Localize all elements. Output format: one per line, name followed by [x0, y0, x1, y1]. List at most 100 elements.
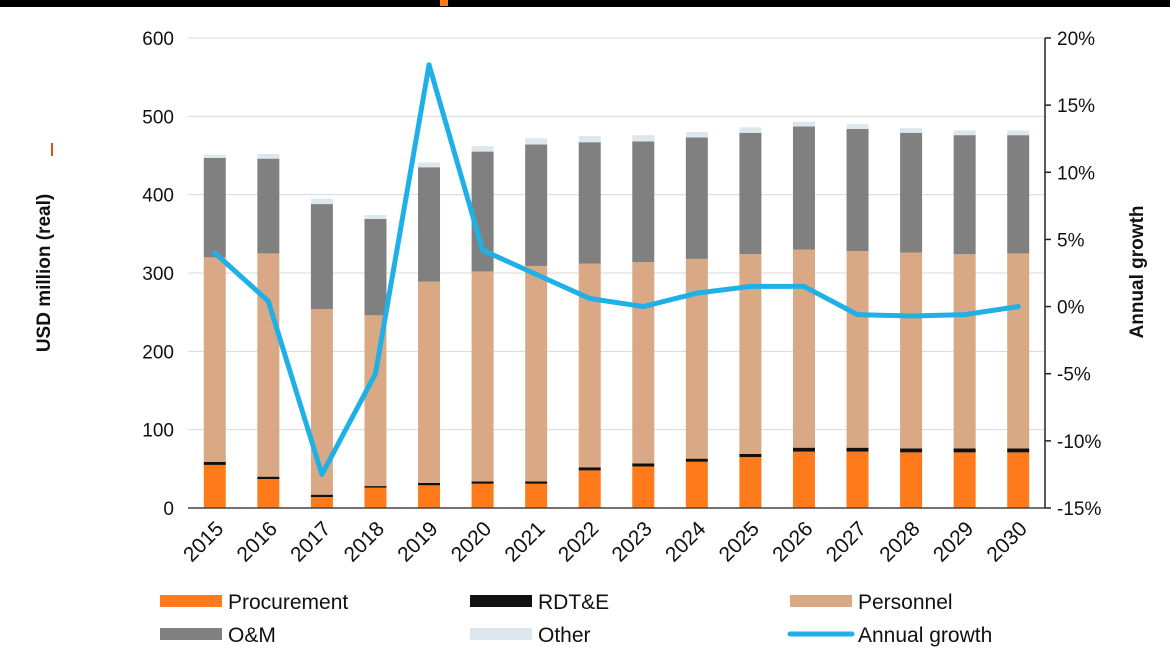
bar-other-2025 — [739, 127, 762, 133]
bar-o-m-2027 — [846, 128, 869, 252]
bar-o-m-2015 — [203, 157, 226, 258]
bar-other-2018 — [364, 215, 387, 219]
growth-point-2028 — [908, 313, 914, 319]
x-tick-label-2020: 2020 — [447, 517, 496, 566]
x-tick-label-2025: 2025 — [715, 517, 764, 566]
right-axis-title: Annual growth — [1127, 206, 1148, 339]
growth-point-2018 — [372, 371, 378, 377]
growth-point-2021 — [533, 271, 539, 277]
bar-rdt-e-2025 — [739, 453, 762, 458]
bar-other-2028 — [900, 128, 923, 133]
y-tick-label-600: 600 — [142, 29, 174, 50]
bar-procurement-2022 — [578, 470, 601, 508]
growth-point-2024 — [694, 290, 700, 296]
bar-personnel-2016 — [257, 253, 280, 477]
top-banner-accent — [440, 0, 448, 6]
bar-rdt-e-2017 — [310, 494, 333, 498]
growth-point-2029 — [962, 312, 968, 318]
bar-o-m-2020 — [471, 151, 494, 272]
bar-rdt-e-2028 — [900, 448, 923, 453]
x-tick-label-2023: 2023 — [608, 517, 657, 566]
growth-point-2030 — [1015, 304, 1021, 310]
bar-o-m-2026 — [792, 126, 815, 250]
growth-point-2022 — [587, 296, 593, 302]
bar-o-m-2016 — [257, 158, 280, 254]
growth-point-2015 — [212, 250, 218, 256]
legend-swatch-procurement — [160, 595, 222, 607]
x-tick-label-2029: 2029 — [929, 517, 978, 566]
growth-point-2025 — [747, 283, 753, 289]
left-axis-title: USD million (real) — [34, 194, 55, 352]
bar-procurement-2020 — [471, 483, 494, 508]
bar-procurement-2017 — [310, 497, 333, 508]
annual-growth-line — [212, 62, 1021, 477]
bar-procurement-2016 — [257, 479, 280, 508]
bar-other-2021 — [525, 138, 548, 145]
y2-tick-label-1: -10% — [1057, 432, 1101, 453]
y-tick-label-200: 200 — [142, 342, 174, 363]
y2-tick-label-5: 10% — [1057, 163, 1095, 184]
bar-rdt-e-2023 — [632, 463, 655, 467]
legend-label-rdt-e: RDT&E — [538, 591, 609, 614]
bar-o-m-2018 — [364, 218, 387, 316]
bar-rdt-e-2020 — [471, 481, 494, 484]
legend: Procurement RDT&E Personnel O&M Other Annual … — [160, 591, 992, 647]
bar-procurement-2030 — [1007, 452, 1030, 508]
bar-procurement-2024 — [685, 461, 708, 508]
bar-personnel-2028 — [900, 252, 923, 449]
bar-personnel-2024 — [685, 258, 708, 459]
bar-other-2015 — [203, 154, 226, 158]
bar-other-2027 — [846, 124, 869, 129]
bar-procurement-2023 — [632, 466, 655, 508]
x-tick-label-2018: 2018 — [340, 517, 389, 566]
y2-tick-label-0: -15% — [1057, 499, 1101, 520]
bars — [203, 121, 1030, 508]
bar-o-m-2022 — [578, 142, 601, 264]
x-tick-label-2028: 2028 — [875, 517, 924, 566]
legend-label-annual-growth: Annual growth — [858, 624, 992, 647]
bar-procurement-2029 — [953, 452, 976, 508]
y-tick-label-300: 300 — [142, 264, 174, 285]
growth-point-2023 — [640, 304, 646, 310]
bar-o-m-2030 — [1007, 135, 1030, 254]
x-tick-label-2024: 2024 — [661, 517, 711, 567]
bar-o-m-2023 — [632, 141, 655, 263]
growth-point-2019 — [426, 62, 432, 68]
x-tick-label-2019: 2019 — [393, 517, 442, 566]
bar-o-m-2028 — [900, 132, 923, 253]
bar-other-2017 — [310, 198, 333, 205]
bar-personnel-2018 — [364, 315, 387, 487]
x-tick-label-2016: 2016 — [233, 517, 282, 566]
bar-procurement-2028 — [900, 452, 923, 508]
bar-rdt-e-2018 — [364, 486, 387, 488]
bar-rdt-e-2024 — [685, 458, 708, 462]
x-tick-label-2021: 2021 — [500, 517, 549, 566]
bar-other-2020 — [471, 146, 494, 152]
growth-point-2026 — [801, 283, 807, 289]
bar-rdt-e-2029 — [953, 448, 976, 453]
bar-personnel-2020 — [471, 271, 494, 482]
bar-rdt-e-2026 — [792, 447, 815, 452]
bar-procurement-2026 — [792, 451, 815, 508]
bar-rdt-e-2016 — [257, 476, 280, 480]
legend-swatch-rdt-e — [470, 595, 532, 607]
x-tick-label-2015: 2015 — [179, 517, 228, 566]
x-tick-label-2017: 2017 — [286, 517, 335, 566]
bar-procurement-2019 — [418, 485, 441, 508]
y-tick-label-0: 0 — [163, 499, 174, 520]
y2-tick-label-2: -5% — [1057, 365, 1091, 386]
y2-tick-label-7: 20% — [1057, 29, 1095, 50]
bar-rdt-e-2021 — [525, 481, 548, 484]
bar-procurement-2015 — [203, 464, 226, 508]
x-tick-label-2030: 2030 — [982, 517, 1031, 566]
bar-rdt-e-2019 — [418, 482, 441, 486]
bar-o-m-2024 — [685, 137, 708, 259]
bar-procurement-2025 — [739, 457, 762, 508]
bar-other-2023 — [632, 135, 655, 142]
bar-rdt-e-2015 — [203, 461, 226, 465]
legend-label-personnel: Personnel — [858, 591, 953, 614]
bar-other-2026 — [792, 121, 815, 127]
bar-procurement-2027 — [846, 451, 869, 508]
